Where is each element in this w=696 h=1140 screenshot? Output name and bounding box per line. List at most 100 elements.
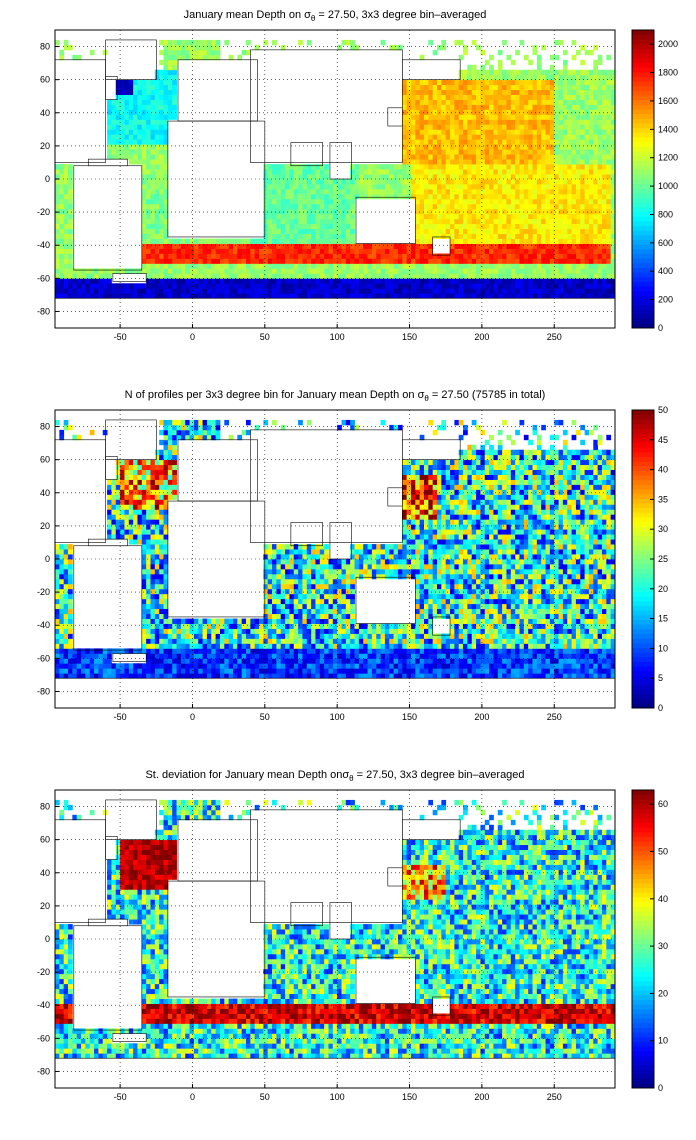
heatmap-cell <box>124 84 130 90</box>
heatmap-cell <box>484 293 490 299</box>
heatmap-cell <box>120 469 125 475</box>
heatmap-cell <box>150 588 156 595</box>
heatmap-cell <box>476 283 481 289</box>
heatmap-cell <box>150 613 156 619</box>
heatmap-cell <box>437 99 442 105</box>
heatmap-cell <box>519 213 525 220</box>
heatmap-cell <box>146 459 151 466</box>
heatmap-cell <box>154 583 160 590</box>
heatmap-cell <box>102 663 108 669</box>
heatmap-cell <box>480 263 486 269</box>
heatmap-cell <box>107 134 112 140</box>
heatmap-cell <box>467 154 473 160</box>
heatmap-cell <box>523 119 529 125</box>
heatmap-cell <box>406 248 412 254</box>
heatmap-cell <box>588 99 594 105</box>
heatmap-cell <box>467 223 473 230</box>
heatmap-cell <box>571 193 577 200</box>
heatmap-cell <box>128 539 134 545</box>
heatmap-cell <box>450 273 455 279</box>
heatmap-cell <box>137 129 143 135</box>
heatmap-cell <box>193 668 199 674</box>
heatmap-cell <box>437 263 442 269</box>
heatmap-cell <box>163 573 169 580</box>
heatmap-cell <box>467 129 473 135</box>
heatmap-cell <box>454 203 460 210</box>
heatmap-cell <box>146 549 151 555</box>
heatmap-cell <box>476 233 481 239</box>
heatmap-cell <box>597 183 603 190</box>
heatmap-cell <box>489 253 494 259</box>
heatmap-cell <box>350 174 355 180</box>
heatmap-cell <box>402 243 408 249</box>
heatmap-cell <box>536 273 542 279</box>
heatmap-cell <box>302 293 308 299</box>
heatmap-cell <box>120 489 125 495</box>
heatmap-cell <box>206 263 212 269</box>
heatmap-cell <box>311 179 316 185</box>
heatmap-cell <box>519 238 525 244</box>
heatmap-cell <box>601 169 607 175</box>
heatmap-cell <box>120 524 125 530</box>
heatmap-cell <box>597 179 603 185</box>
heatmap-cell <box>593 74 599 81</box>
heatmap-cell <box>597 84 603 90</box>
heatmap-cell <box>450 104 455 110</box>
heatmap-cell <box>567 74 572 81</box>
heatmap-cell <box>437 179 442 185</box>
heatmap-cell <box>597 114 603 120</box>
heatmap-cell <box>437 139 442 145</box>
heatmap-cell <box>554 263 559 269</box>
heatmap-cell <box>302 278 308 284</box>
heatmap-cell <box>528 124 533 130</box>
heatmap-cell <box>476 174 481 180</box>
colorbar-step <box>632 118 654 124</box>
heatmap-cell <box>467 99 473 105</box>
heatmap-cell <box>193 44 199 51</box>
heatmap-cell <box>384 183 390 190</box>
heatmap-cell <box>280 44 286 51</box>
heatmap-cell <box>68 228 73 235</box>
heatmap-cell <box>302 253 308 259</box>
heatmap-cell <box>601 248 607 254</box>
heatmap-cell <box>484 288 490 294</box>
heatmap-cell <box>493 124 499 130</box>
heatmap-cell <box>523 124 529 130</box>
heatmap-cell <box>228 658 234 664</box>
heatmap-cell <box>59 613 65 619</box>
heatmap-cell <box>254 273 260 279</box>
heatmap-cell <box>55 568 60 575</box>
heatmap-cell <box>150 499 156 505</box>
heatmap-cell <box>528 238 533 244</box>
heatmap-cell <box>107 499 112 505</box>
heatmap-cell <box>237 658 243 664</box>
heatmap-cell <box>463 288 468 294</box>
heatmap-cell <box>562 218 568 225</box>
heatmap-cell <box>163 74 169 81</box>
heatmap-cell <box>180 424 186 431</box>
heatmap-cell <box>185 283 190 289</box>
heatmap-cell <box>280 174 286 180</box>
heatmap-cell <box>389 258 394 264</box>
heatmap-cell <box>432 253 438 259</box>
heatmap-cell <box>124 524 130 530</box>
heatmap-cell <box>523 179 529 185</box>
colorbar-step <box>632 239 654 245</box>
heatmap-cell <box>202 658 208 664</box>
heatmap-cell <box>458 154 464 160</box>
heatmap-cell <box>98 293 104 299</box>
heatmap-cell <box>367 283 373 289</box>
heatmap-cell <box>180 633 186 639</box>
heatmap-cell <box>506 154 512 160</box>
heatmap-cell <box>111 663 117 669</box>
heatmap-cell <box>410 179 416 185</box>
heatmap-cell <box>302 238 308 244</box>
heatmap-cell <box>363 253 368 259</box>
heatmap-cell <box>128 109 134 115</box>
heatmap-cell <box>450 129 455 135</box>
heatmap-cell <box>584 84 590 90</box>
heatmap-cell <box>154 484 160 490</box>
heatmap-cell <box>332 179 338 185</box>
heatmap-cell <box>319 268 325 274</box>
heatmap-cell <box>502 188 507 195</box>
